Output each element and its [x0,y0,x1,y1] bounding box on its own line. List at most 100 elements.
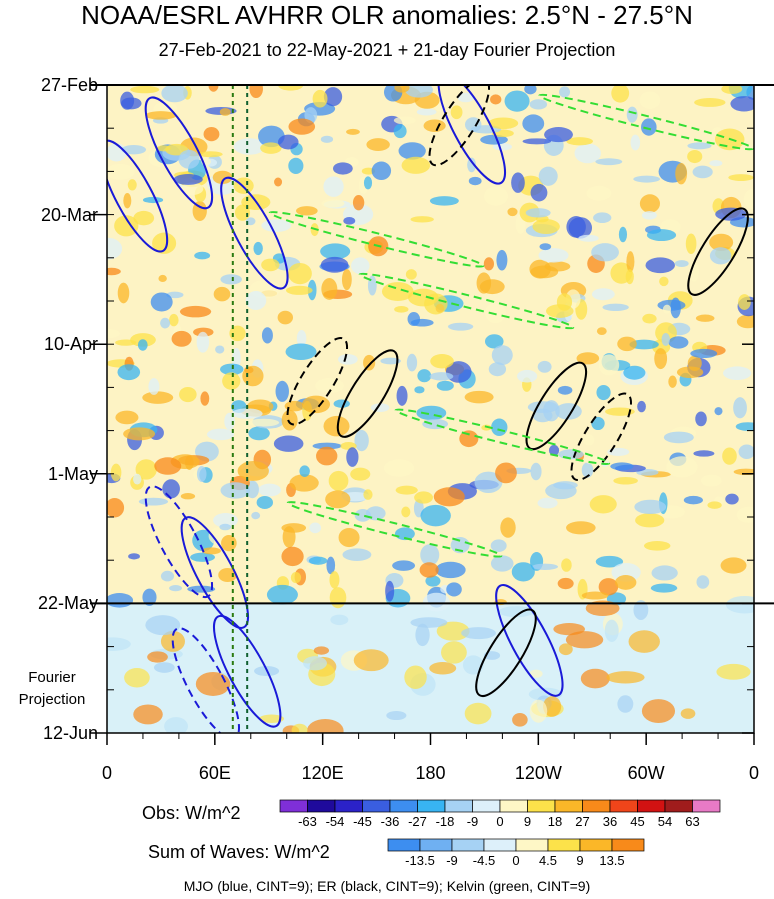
olr-patch [107,593,134,608]
olr-patch [123,427,156,441]
olr-patch [393,124,407,139]
olr-patch [180,182,204,196]
olr-patch [596,384,611,401]
olr-patch [557,385,573,395]
olr-patch [479,279,505,295]
colorbar-tick-label: -4.5 [472,853,496,868]
colorbar-tick-label: 9 [576,853,584,868]
olr-patch [290,572,302,584]
colorbar-tick-label: 0 [512,853,520,868]
projection-patch [107,637,131,651]
chart-subtitle: 27-Feb-2021 to 22-May-2021 + 21-day Four… [158,40,616,60]
olr-patch [248,418,280,427]
olr-patch [323,176,344,197]
projection-patch [580,668,610,689]
olr-patch [304,107,318,124]
olr-patch [422,592,450,612]
olr-patch [171,330,192,347]
olr-patch [650,583,678,593]
y-tick-label: 12-Jun [42,723,98,743]
olr-patch [538,248,569,263]
olr-patch [401,506,411,518]
projection-patch [330,614,349,626]
olr-patch [200,391,210,406]
olr-patch [574,143,601,164]
waves-colorbar-label: Sum of Waves: W/m^2 [148,842,330,862]
projection-patch [725,596,754,614]
projection-patch [145,615,181,636]
olr-patch [605,407,635,416]
x-tick-label: 60W [627,763,665,783]
olr-patch [639,194,660,213]
projection-patch [604,619,619,642]
colorbar-tick-label: 0 [496,814,504,829]
olr-patch [730,96,754,112]
olr-patch [625,269,634,285]
olr-patch [296,206,318,216]
y-tick-label: 22-May [37,593,98,614]
olr-patch [611,85,630,103]
olr-patch [281,409,298,431]
olr-patch [414,491,433,504]
olr-patch [405,269,417,280]
wave-contour-er [475,608,537,698]
olr-patch [468,176,482,186]
x-tick-label: 180 [415,763,446,783]
olr-patch [121,144,147,155]
olr-patch [130,85,160,94]
olr-patch [190,552,215,562]
olr-patch [714,407,723,416]
olr-patch [251,511,261,520]
olr-patch [160,317,171,329]
colorbar-swatch [389,799,418,813]
olr-patch [668,336,689,349]
olr-patch [405,85,433,98]
colorbar-tick-label: 13.5 [599,853,625,868]
olr-patch [281,546,304,567]
olr-patch [548,444,560,456]
olr-patch [559,86,571,98]
projection-patch [529,699,548,723]
olr-patch [107,143,127,162]
olr-patch [618,226,628,243]
olr-patch [284,400,305,412]
projection-patch [410,617,448,628]
olr-patch [539,243,552,251]
olr-patch [256,495,274,509]
wave-contour-mjo [495,584,564,697]
olr-patch [613,476,638,485]
olr-patch [725,493,739,505]
colorbar-tick-label: 45 [630,814,645,829]
wave-contour-kelvin [268,211,485,268]
olr-patch [365,506,386,521]
colorbar-swatch [611,838,645,852]
wave-contour-mjo [171,627,241,733]
olr-patch [610,462,634,471]
olr-patch [260,142,282,154]
olr-patch [288,118,316,135]
colorbar-tick-label: -54 [325,814,345,829]
olr-patch [637,400,646,413]
olr-patch [338,528,360,548]
olr-patch [532,408,553,423]
olr-patch [288,157,304,175]
olr-patch [709,233,734,252]
olr-patch [602,303,629,311]
projection-patch [133,704,163,725]
projection-patch [606,671,645,684]
olr-patch [459,430,479,448]
olr-patch [323,87,343,107]
olr-patch [733,397,747,419]
olr-patch [566,216,586,238]
olr-patch [154,457,182,475]
olr-patch [320,243,351,260]
colorbar-swatch [362,799,391,813]
olr-patch [687,149,703,164]
olr-patch [654,348,668,370]
olr-patch [253,241,263,256]
projection-patch [386,710,407,721]
projection-patch [441,641,467,664]
olr-patch [683,495,703,505]
olr-patch [504,90,530,112]
projection-patch [303,656,327,671]
